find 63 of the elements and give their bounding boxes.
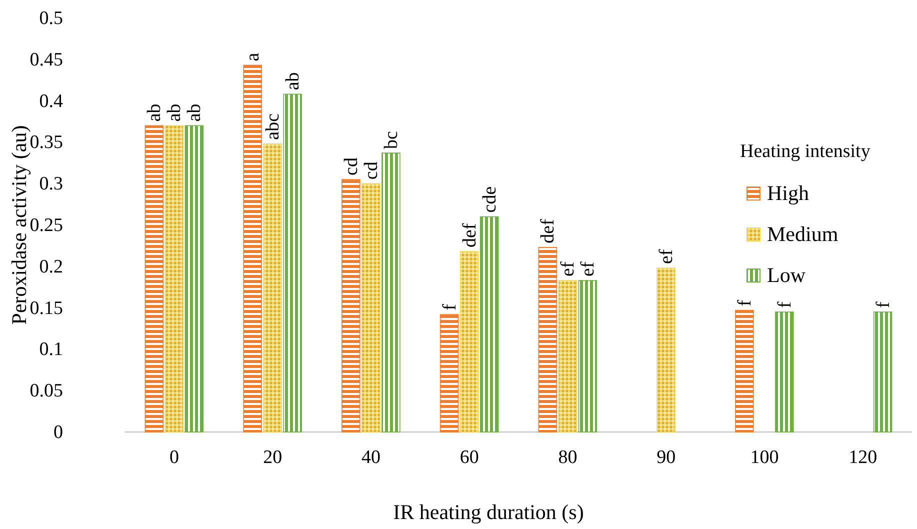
annotation: ab: [282, 72, 304, 90]
x-tick-label: 40: [361, 447, 380, 468]
y-tick-label: 0.4: [39, 90, 64, 112]
y-tick-label: 0.1: [39, 339, 63, 360]
x-tick-label: 0: [169, 447, 179, 468]
y-tick-label: 0.15: [30, 298, 63, 319]
x-tick-label: 120: [848, 447, 878, 468]
bar: [440, 314, 459, 432]
legend-label: High: [767, 181, 810, 205]
annotation: bc: [380, 131, 402, 149]
bar: [873, 312, 892, 432]
annotation: def: [459, 222, 480, 248]
annotation: abc: [262, 113, 284, 140]
bar: [144, 125, 164, 432]
legend-label: Low: [767, 263, 806, 287]
bar: [243, 64, 262, 432]
annotation: cde: [479, 186, 500, 213]
annotation: ab: [164, 104, 186, 122]
legend-label: Medium: [767, 222, 838, 246]
bar: [480, 216, 499, 432]
bar: [184, 125, 204, 432]
annotation: ab: [144, 104, 166, 122]
bar: [283, 94, 302, 432]
bar: [164, 125, 184, 432]
y-axis-title: Peroxidase activity (au): [7, 125, 31, 325]
annotation: def: [538, 218, 559, 244]
annotation: f: [439, 303, 460, 310]
x-tick-label: 80: [558, 447, 578, 468]
bar: [263, 143, 282, 432]
legend-title: Heating intensity: [740, 141, 871, 162]
y-tick-label: 0.35: [30, 132, 63, 154]
y-tick-label: 0: [54, 422, 63, 443]
bar: [578, 280, 598, 432]
y-tick-label: 0.25: [30, 215, 63, 236]
annotation: f: [872, 300, 894, 308]
x-tick-label: 20: [263, 447, 282, 468]
y-tick-label: 0.45: [30, 49, 63, 70]
annotation: ab: [184, 104, 206, 122]
y-tick-label: 0.2: [39, 256, 63, 278]
x-tick-label: 90: [656, 447, 676, 468]
annotation: ef: [656, 248, 678, 264]
y-tick-label: 0.5: [39, 8, 63, 29]
bar: [558, 280, 578, 432]
bar: [656, 268, 676, 432]
annotation: ef: [558, 261, 579, 276]
x-axis-title: IR heating duration (s): [393, 500, 584, 524]
annotation: cd: [360, 161, 382, 180]
y-tick-label: 0.3: [39, 174, 63, 195]
y-tick-label: 0.05: [30, 380, 63, 402]
bar: [362, 183, 380, 432]
annotation: f: [734, 299, 756, 306]
x-tick-label: 100: [750, 447, 779, 468]
bar: [735, 310, 754, 432]
x-tick-label: 60: [460, 447, 479, 468]
annotation: ef: [578, 261, 599, 276]
bar: [382, 152, 400, 432]
bar: [342, 179, 360, 432]
annotation: f: [774, 300, 796, 308]
bar: [538, 246, 558, 432]
annotation: cd: [340, 157, 362, 176]
bar: [460, 251, 479, 432]
bar: [775, 312, 794, 432]
annotation: a: [242, 52, 264, 62]
